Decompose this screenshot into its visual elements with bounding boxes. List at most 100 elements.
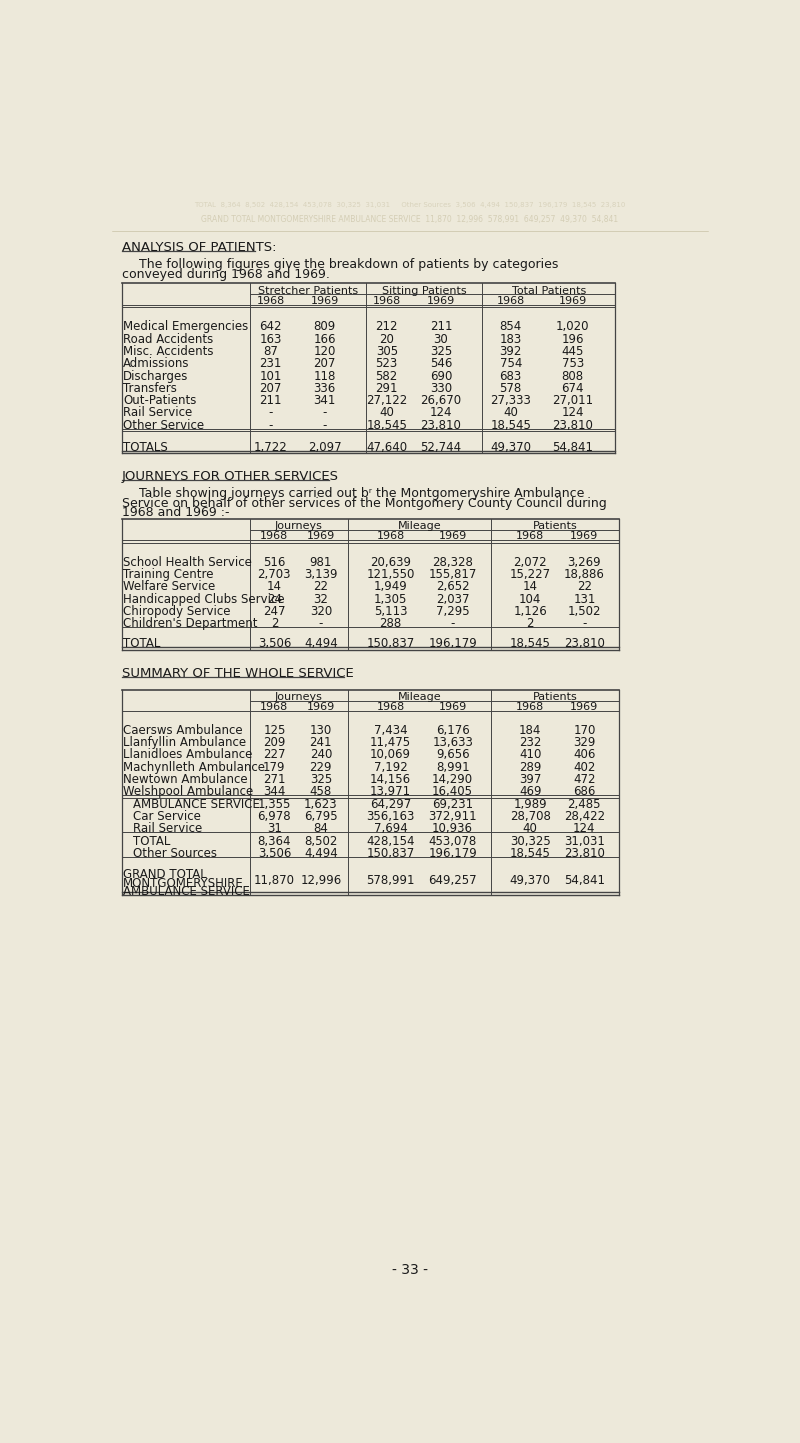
Text: 124: 124: [562, 407, 584, 420]
Text: 2,485: 2,485: [568, 798, 601, 811]
Text: AMBULANCE SERVICE: AMBULANCE SERVICE: [133, 798, 259, 811]
Text: 523: 523: [376, 358, 398, 371]
Text: 3,139: 3,139: [304, 569, 338, 582]
Text: 372,911: 372,911: [428, 810, 477, 823]
Text: 1969: 1969: [570, 531, 598, 541]
Text: 12,996: 12,996: [300, 874, 342, 887]
Text: 18,545: 18,545: [490, 418, 531, 431]
Text: 31: 31: [267, 823, 282, 835]
Text: 247: 247: [263, 605, 286, 618]
Text: 325: 325: [310, 773, 332, 786]
Text: Rail Service: Rail Service: [123, 407, 193, 420]
Text: Machynlleth Ambulance: Machynlleth Ambulance: [123, 760, 266, 773]
Text: 392: 392: [499, 345, 522, 358]
Text: 7,434: 7,434: [374, 724, 407, 737]
Text: 18,545: 18,545: [510, 638, 550, 651]
Text: -: -: [450, 618, 455, 631]
Text: AMBULANCE SERVICE: AMBULANCE SERVICE: [123, 886, 250, 899]
Text: 207: 207: [259, 382, 282, 395]
Text: 1,305: 1,305: [374, 593, 407, 606]
Text: 289: 289: [519, 760, 542, 773]
Text: 130: 130: [310, 724, 332, 737]
Text: 1968: 1968: [516, 703, 544, 713]
Text: 329: 329: [573, 736, 595, 749]
Text: 2,703: 2,703: [258, 569, 291, 582]
Text: 1968: 1968: [516, 531, 544, 541]
Text: 683: 683: [500, 369, 522, 382]
Text: Llanfyllin Ambulance: Llanfyllin Ambulance: [123, 736, 246, 749]
Text: TOTAL: TOTAL: [123, 638, 161, 651]
Text: 453,078: 453,078: [429, 834, 477, 847]
Text: Patients: Patients: [533, 693, 578, 703]
Text: 14,156: 14,156: [370, 773, 411, 786]
Text: 642: 642: [259, 320, 282, 333]
Text: ANALYSIS OF PATIENTS:: ANALYSIS OF PATIENTS:: [122, 241, 276, 254]
Text: 288: 288: [379, 618, 402, 631]
Text: 28,328: 28,328: [432, 556, 473, 569]
Text: 179: 179: [263, 760, 286, 773]
Text: 166: 166: [314, 332, 336, 345]
Text: 232: 232: [519, 736, 542, 749]
Text: 271: 271: [263, 773, 286, 786]
Text: 1968: 1968: [497, 296, 525, 306]
Text: Car Service: Car Service: [133, 810, 201, 823]
Text: 2,652: 2,652: [436, 580, 470, 593]
Text: Newtown Ambulance: Newtown Ambulance: [123, 773, 248, 786]
Text: 320: 320: [310, 605, 332, 618]
Text: 49,370: 49,370: [510, 874, 550, 887]
Text: 40: 40: [503, 407, 518, 420]
Text: 54,841: 54,841: [564, 874, 605, 887]
Text: TOTALS: TOTALS: [123, 442, 168, 455]
Text: 23,810: 23,810: [564, 638, 605, 651]
Text: 1,989: 1,989: [514, 798, 547, 811]
Text: 406: 406: [573, 749, 595, 762]
Text: 397: 397: [519, 773, 542, 786]
Text: 1969: 1969: [438, 703, 466, 713]
Text: 10,069: 10,069: [370, 749, 411, 762]
Text: 23,810: 23,810: [421, 418, 462, 431]
Text: 27,333: 27,333: [490, 394, 531, 407]
Text: 124: 124: [430, 407, 452, 420]
Text: 23,810: 23,810: [552, 418, 593, 431]
Text: 28,422: 28,422: [564, 810, 605, 823]
Text: 2: 2: [526, 618, 534, 631]
Text: 1969: 1969: [570, 703, 598, 713]
Text: GRAND TOTAL MONTGOMERYSHIRE AMBULANCE SERVICE  11,870  12,996  578,991  649,257 : GRAND TOTAL MONTGOMERYSHIRE AMBULANCE SE…: [202, 215, 618, 224]
Text: 211: 211: [430, 320, 452, 333]
Text: 8,502: 8,502: [304, 834, 338, 847]
Text: 325: 325: [430, 345, 452, 358]
Text: 754: 754: [499, 358, 522, 371]
Text: Other Sources: Other Sources: [133, 847, 217, 860]
Text: SUMMARY OF THE WHOLE SERVICE: SUMMARY OF THE WHOLE SERVICE: [122, 667, 354, 680]
Text: 1968: 1968: [260, 703, 289, 713]
Text: 150,837: 150,837: [366, 638, 414, 651]
Text: -: -: [268, 418, 273, 431]
Text: 1968: 1968: [377, 703, 405, 713]
Text: 1968: 1968: [373, 296, 401, 306]
Text: 120: 120: [314, 345, 336, 358]
Text: 30,325: 30,325: [510, 834, 550, 847]
Text: GRAND TOTAL: GRAND TOTAL: [123, 869, 207, 882]
Text: School Health Service: School Health Service: [123, 556, 252, 569]
Text: 1,020: 1,020: [556, 320, 590, 333]
Text: Chiropody Service: Chiropody Service: [123, 605, 230, 618]
Text: -: -: [318, 618, 323, 631]
Text: 649,257: 649,257: [428, 874, 477, 887]
Text: Medical Emergencies: Medical Emergencies: [123, 320, 249, 333]
Text: Llanidloes Ambulance: Llanidloes Ambulance: [123, 749, 253, 762]
Text: 674: 674: [562, 382, 584, 395]
Text: Welfare Service: Welfare Service: [123, 580, 215, 593]
Text: 101: 101: [259, 369, 282, 382]
Text: 854: 854: [500, 320, 522, 333]
Text: 22: 22: [577, 580, 592, 593]
Text: 356,163: 356,163: [366, 810, 415, 823]
Text: 981: 981: [310, 556, 332, 569]
Text: JOURNEYS FOR OTHER SERVICES: JOURNEYS FOR OTHER SERVICES: [122, 470, 338, 483]
Text: -: -: [582, 618, 586, 631]
Text: 196,179: 196,179: [428, 847, 477, 860]
Text: 472: 472: [573, 773, 596, 786]
Text: 8,364: 8,364: [258, 834, 291, 847]
Text: - 33 -: - 33 -: [392, 1263, 428, 1277]
Text: 20: 20: [379, 332, 394, 345]
Text: Training Centre: Training Centre: [123, 569, 214, 582]
